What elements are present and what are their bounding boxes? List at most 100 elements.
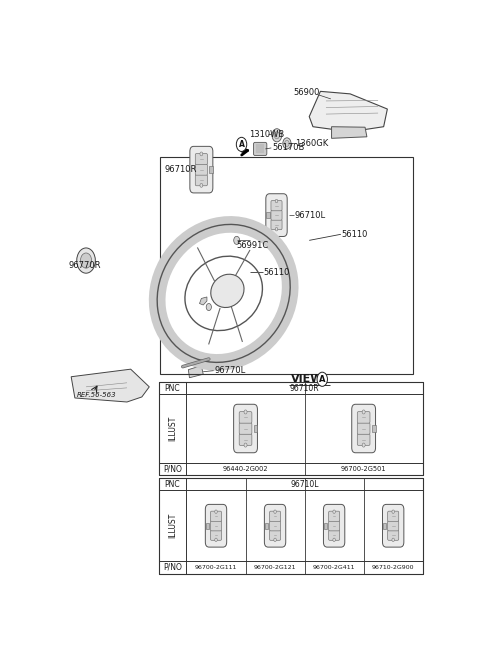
Text: VIEW: VIEW xyxy=(290,375,323,384)
Circle shape xyxy=(362,443,365,447)
Circle shape xyxy=(274,132,279,139)
FancyBboxPatch shape xyxy=(210,530,222,541)
FancyBboxPatch shape xyxy=(205,504,227,547)
FancyBboxPatch shape xyxy=(239,434,252,445)
Circle shape xyxy=(274,538,276,542)
Polygon shape xyxy=(309,91,387,132)
Text: 56110: 56110 xyxy=(264,268,290,277)
Text: 96700-2G121: 96700-2G121 xyxy=(254,565,296,570)
Circle shape xyxy=(274,510,276,514)
FancyBboxPatch shape xyxy=(357,422,370,434)
Circle shape xyxy=(333,538,336,542)
Circle shape xyxy=(200,152,203,156)
Bar xyxy=(158,491,423,561)
Circle shape xyxy=(333,510,336,514)
Bar xyxy=(158,394,423,462)
Text: ILLUST: ILLUST xyxy=(168,513,177,539)
Circle shape xyxy=(244,410,247,414)
Text: A: A xyxy=(239,140,244,149)
Text: 1310WB: 1310WB xyxy=(249,130,284,139)
Text: REF.56-563: REF.56-563 xyxy=(77,392,116,398)
Text: ILLUST: ILLUST xyxy=(168,416,177,441)
Polygon shape xyxy=(200,297,207,305)
Text: 96710L: 96710L xyxy=(290,480,319,489)
Circle shape xyxy=(206,304,211,310)
Text: P/NO: P/NO xyxy=(163,464,182,474)
FancyBboxPatch shape xyxy=(388,521,399,531)
Circle shape xyxy=(200,184,203,188)
Text: 96710R: 96710R xyxy=(165,165,197,174)
Bar xyxy=(158,478,423,574)
FancyBboxPatch shape xyxy=(357,412,370,423)
Text: 96700-2G111: 96700-2G111 xyxy=(195,565,237,570)
Polygon shape xyxy=(188,365,203,378)
FancyBboxPatch shape xyxy=(195,164,207,175)
Ellipse shape xyxy=(211,274,244,308)
Text: 96770R: 96770R xyxy=(68,261,101,270)
FancyBboxPatch shape xyxy=(329,530,340,541)
FancyBboxPatch shape xyxy=(329,521,340,531)
Bar xyxy=(158,462,423,475)
FancyBboxPatch shape xyxy=(329,511,340,522)
Circle shape xyxy=(392,538,395,542)
FancyBboxPatch shape xyxy=(383,504,404,547)
Circle shape xyxy=(244,443,247,447)
FancyBboxPatch shape xyxy=(264,504,286,547)
FancyBboxPatch shape xyxy=(269,521,281,531)
Bar xyxy=(158,478,423,491)
Circle shape xyxy=(362,410,365,414)
FancyBboxPatch shape xyxy=(324,504,345,547)
FancyBboxPatch shape xyxy=(269,530,281,541)
FancyBboxPatch shape xyxy=(195,174,207,186)
Bar xyxy=(266,212,270,218)
Bar xyxy=(158,382,423,394)
FancyBboxPatch shape xyxy=(271,219,282,230)
Circle shape xyxy=(81,253,92,268)
Circle shape xyxy=(283,138,291,149)
Circle shape xyxy=(275,199,278,203)
Bar xyxy=(254,425,257,432)
Polygon shape xyxy=(71,369,149,402)
Text: 56170B: 56170B xyxy=(272,144,304,152)
Bar xyxy=(372,425,375,432)
Bar xyxy=(209,166,213,173)
Circle shape xyxy=(215,510,217,514)
Text: P/NO: P/NO xyxy=(163,563,182,572)
Bar xyxy=(160,157,413,374)
Text: PNC: PNC xyxy=(165,384,180,392)
Circle shape xyxy=(272,129,282,142)
FancyBboxPatch shape xyxy=(195,154,207,165)
Circle shape xyxy=(285,140,289,146)
FancyBboxPatch shape xyxy=(239,412,252,423)
FancyBboxPatch shape xyxy=(352,404,375,453)
Text: 96440-2G002: 96440-2G002 xyxy=(223,466,268,472)
Text: 96700-2G501: 96700-2G501 xyxy=(341,466,386,472)
Circle shape xyxy=(215,538,217,542)
Text: 56110: 56110 xyxy=(342,230,368,239)
Text: A: A xyxy=(319,375,325,384)
Circle shape xyxy=(234,236,240,245)
FancyBboxPatch shape xyxy=(271,210,282,220)
Circle shape xyxy=(236,137,247,152)
Bar xyxy=(158,561,423,574)
FancyBboxPatch shape xyxy=(253,142,267,155)
Text: 1360GK: 1360GK xyxy=(296,139,329,148)
Circle shape xyxy=(77,248,96,273)
FancyBboxPatch shape xyxy=(210,521,222,531)
Text: 56991C: 56991C xyxy=(237,241,269,250)
FancyBboxPatch shape xyxy=(190,146,213,193)
Text: 96770L: 96770L xyxy=(215,366,246,375)
FancyBboxPatch shape xyxy=(266,194,287,236)
Bar xyxy=(158,382,423,475)
Polygon shape xyxy=(332,127,367,138)
Text: PNC: PNC xyxy=(165,480,180,489)
Bar xyxy=(265,523,268,529)
FancyBboxPatch shape xyxy=(388,530,399,541)
FancyBboxPatch shape xyxy=(388,511,399,522)
Text: 96710R: 96710R xyxy=(290,384,319,392)
FancyBboxPatch shape xyxy=(239,422,252,434)
Bar xyxy=(383,523,386,529)
Circle shape xyxy=(275,228,278,231)
Bar xyxy=(206,523,209,529)
Text: 96700-2G411: 96700-2G411 xyxy=(313,565,355,570)
